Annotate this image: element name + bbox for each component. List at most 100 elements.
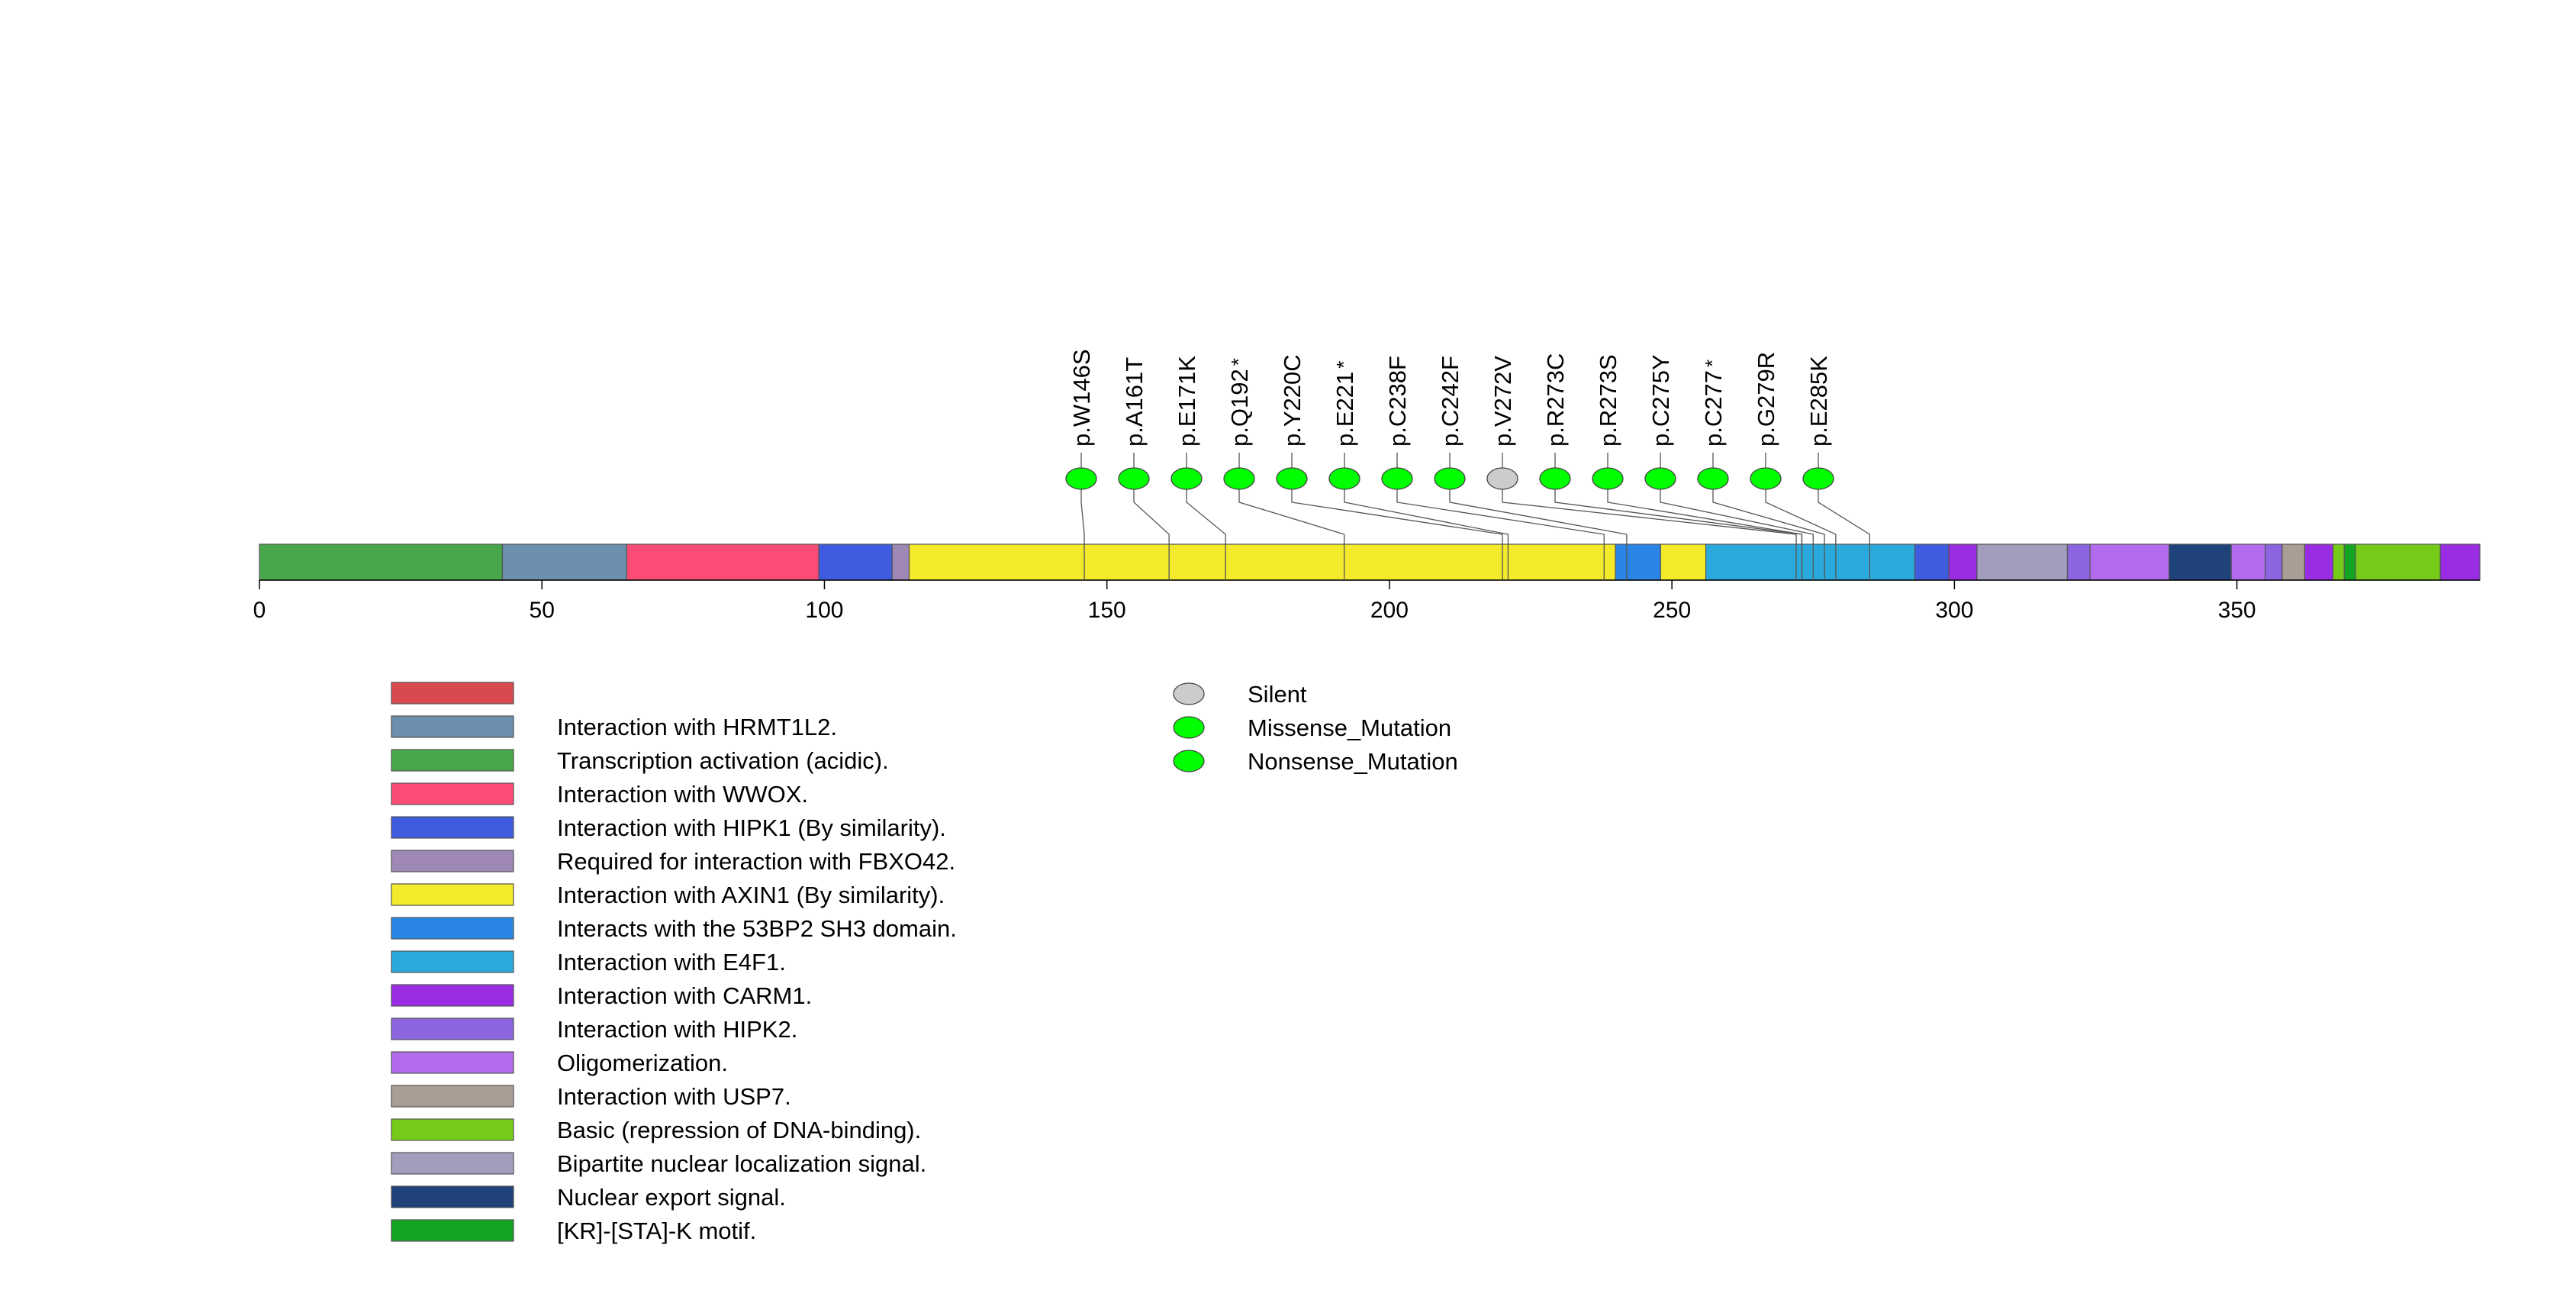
domain-segment (908, 543, 1616, 581)
domain-legend-label: Interaction with E4F1. (557, 949, 786, 976)
mutation-label: p.C275Y (1647, 354, 1674, 447)
mutation-stem (1186, 489, 1226, 580)
domain-legend-label: Nuclear export signal. (557, 1184, 786, 1211)
mutation-stem (1344, 489, 1509, 580)
nonsense-star: * (1227, 358, 1250, 366)
domain-legend-label: Interaction with CARM1. (557, 982, 812, 1009)
domain-legend-label: Interacts with the 53BP2 SH3 domain. (557, 915, 957, 942)
mutation-marker (1592, 467, 1624, 490)
domain-legend-swatch (391, 950, 514, 973)
domain-legend-label: Interaction with HRMT1L2. (557, 714, 837, 740)
mutation-marker (1276, 467, 1308, 490)
mutation-marker (1750, 467, 1782, 490)
domain-segment (2230, 543, 2266, 581)
mutation-marker (1644, 467, 1676, 490)
mutation-legend: Silent Missense_Mutation Nonsense_Mutation (1173, 681, 1458, 775)
domain-legend-label: Interaction with HIPK2. (557, 1016, 797, 1043)
mutation-marker (1434, 467, 1466, 490)
mutation-legend-label: Silent (1248, 681, 1307, 708)
domain-legend-label: Oligomerization. (557, 1050, 728, 1076)
domain-segment (2281, 543, 2306, 581)
domain-segment (2355, 543, 2441, 581)
x-axis: 0 50 100 150 200 250 300 350 (253, 579, 2480, 623)
mutation-labels: p.W146S p.A161T p.E171K p.Q192* p.Y220C p.E22… (1068, 349, 1832, 447)
domain-segment (2169, 543, 2232, 581)
mutation-stem (1660, 489, 1814, 580)
domain-legend-swatch (391, 1085, 514, 1108)
domain-segment (2089, 543, 2170, 581)
domain-legend-label: Transcription activation (acidic). (557, 747, 889, 774)
mutation-legend-marker (1173, 750, 1205, 772)
mutation-legend-label: Nonsense_Mutation (1248, 748, 1458, 775)
mutation-stem (1080, 489, 1085, 580)
mutation-stem (1396, 489, 1605, 580)
domain-segment (2332, 543, 2345, 581)
domain-legend-label: Interaction with USP7. (557, 1083, 791, 1110)
mutation-marker (1328, 467, 1360, 490)
domain-segment (818, 543, 893, 581)
nonsense-star: * (1332, 361, 1355, 369)
axis-tick-label: 100 (805, 598, 843, 623)
mutation-marker (1170, 467, 1203, 490)
mutation-stem (1607, 489, 1803, 580)
domain-legend-label: Interaction with HIPK1 (By similarity). (557, 814, 946, 841)
mutation-label: p.Q192* (1226, 358, 1253, 447)
domain-legend-swatch (391, 816, 514, 839)
axis-tick-label: 300 (1935, 598, 1973, 623)
nonsense-star: * (1701, 360, 1724, 367)
mutation-legend-marker (1173, 716, 1205, 739)
domain-segment (259, 543, 503, 581)
mutation-stem (1291, 489, 1503, 580)
domain-legend-swatch (391, 1219, 514, 1242)
domain-legend-swatch (391, 715, 514, 738)
axis-tick-label: 0 (253, 598, 266, 623)
domain-legend-swatch (391, 749, 514, 772)
mutation-label: p.C242F (1437, 356, 1463, 447)
mutation-label: p.R273C (1542, 353, 1569, 447)
axis-tick-label: 350 (2218, 598, 2256, 623)
mutation-stem (1712, 489, 1825, 580)
axis-tick-label: 250 (1653, 598, 1691, 623)
domain-legend-swatch (391, 1185, 514, 1208)
axis-tick-label: 50 (530, 598, 555, 623)
mutation-marker (1118, 467, 1150, 490)
domain-legend-swatch (391, 682, 514, 705)
mutation-label: p.E221* (1331, 361, 1358, 447)
mutation-stem (1765, 489, 1837, 580)
domain-legend-swatch (391, 883, 514, 906)
domain-segment (2439, 543, 2481, 581)
mutation-legend-marker (1173, 682, 1205, 705)
mutation-marker (1381, 467, 1413, 490)
mutation-marker (1539, 467, 1571, 490)
axis-tick-label: 200 (1370, 598, 1409, 623)
domain-segment (2304, 543, 2334, 581)
mutation-label: p.Y220C (1279, 354, 1306, 447)
mutation-label: p.E285K (1805, 356, 1832, 447)
domain-legend-swatch (391, 917, 514, 940)
mutation-markers (1065, 467, 1834, 490)
mutation-marker (1065, 467, 1097, 490)
mutation-label: p.W146S (1068, 349, 1095, 447)
domain-segment (626, 543, 819, 581)
domain-legend-label: Basic (repression of DNA-binding). (557, 1117, 921, 1143)
mutation-label: p.A161T (1121, 357, 1148, 447)
mutation-label: p.C238F (1384, 356, 1411, 447)
domain-legend-swatch (391, 984, 514, 1007)
domain-segment (501, 543, 627, 581)
axis-tick-label: 150 (1088, 598, 1126, 623)
domain-segment (2265, 543, 2283, 581)
mutation-marker (1697, 467, 1729, 490)
domain-segment (1705, 543, 1916, 581)
mutation-stem (1133, 489, 1170, 580)
mutation-stem (1502, 489, 1797, 580)
domain-legend-swatch (391, 1017, 514, 1040)
mutation-label: p.E171K (1174, 356, 1200, 447)
domain-legend-label: Required for interaction with FBXO42. (557, 848, 955, 875)
mutation-label: p.V272V (1489, 356, 1516, 447)
mutation-label: p.C277* (1700, 360, 1727, 447)
mutation-marker (1486, 467, 1518, 490)
domain-segment (2066, 543, 2091, 581)
mutation-stem (1238, 489, 1345, 580)
domain-legend-label: Bipartite nuclear localization signal. (557, 1150, 926, 1177)
